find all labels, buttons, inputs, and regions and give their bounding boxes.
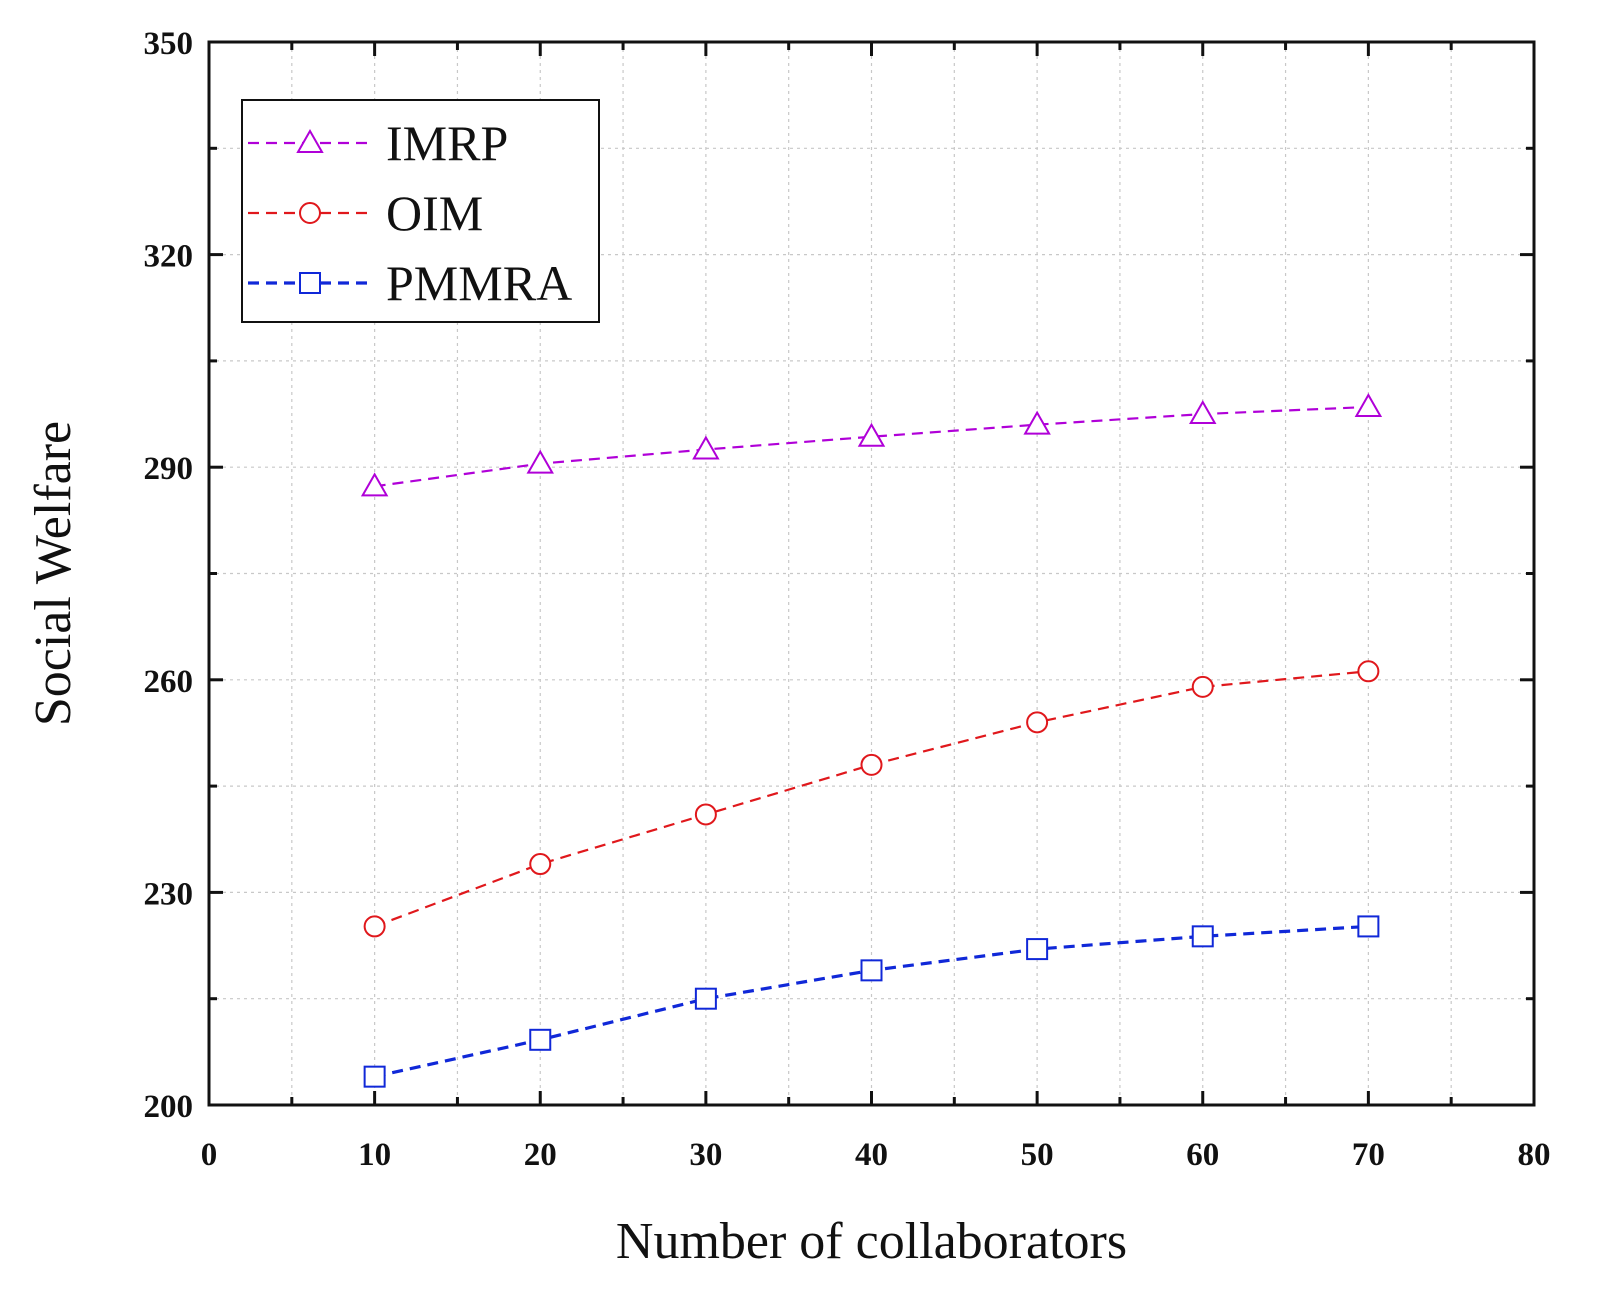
- legend-entry-pmmra: PMMRA: [248, 255, 572, 311]
- data-point-pmmra: [694, 987, 717, 1010]
- legend-entry-imrp: IMRP: [248, 115, 508, 171]
- data-point-oim: [860, 753, 883, 776]
- legend-marker-shape: [299, 202, 321, 224]
- x-tick-label: 20: [524, 1137, 557, 1173]
- legend-label-imrp: IMRP: [386, 115, 508, 171]
- data-point-pmmra: [1026, 938, 1049, 961]
- legend-label-pmmra: PMMRA: [386, 255, 572, 311]
- data-point-imrp: [1189, 400, 1217, 425]
- tick-labels: 0 10 20 30 40 50 60 70 80 200 230 260 290 320 350: [144, 26, 1551, 1173]
- data-point-imrp: [360, 472, 389, 497]
- legend-marker-oim: [299, 202, 321, 224]
- x-tick-label: 60: [1186, 1137, 1219, 1173]
- data-series: [360, 392, 1383, 1088]
- x-tick-label: 30: [689, 1137, 722, 1173]
- x-tick-label: 80: [1518, 1137, 1551, 1173]
- data-point-pmmra: [363, 1065, 386, 1088]
- y-tick-label: 290: [144, 451, 194, 487]
- legend-marker-shape: [296, 128, 324, 153]
- data-point-oim: [1026, 711, 1049, 734]
- series-oim: [363, 660, 1380, 938]
- y-tick-label: 260: [144, 664, 194, 700]
- x-tick-label: 50: [1021, 1137, 1054, 1173]
- data-point-pmmra: [529, 1028, 552, 1051]
- x-tick-label: 40: [855, 1137, 888, 1173]
- data-point-pmmra: [1357, 915, 1380, 938]
- legend-marker-shape: [299, 272, 321, 294]
- x-tick-label: 70: [1352, 1137, 1385, 1173]
- data-point-imrp: [857, 422, 886, 447]
- data-point-oim: [363, 915, 386, 938]
- data-point-imrp: [1354, 392, 1383, 417]
- data-point-imrp: [692, 435, 720, 460]
- plot-frame: [207, 40, 1536, 1107]
- legend-marker-pmmra: [299, 272, 321, 294]
- data-point-imrp: [526, 449, 554, 474]
- data-point-pmmra: [860, 959, 883, 982]
- legend: IMRP OIM PMMRA: [241, 99, 600, 323]
- data-point-imrp: [1023, 410, 1051, 435]
- y-tick-label: 350: [144, 26, 194, 62]
- data-point-oim: [1191, 675, 1214, 698]
- legend-marker-imrp: [296, 128, 324, 153]
- legend-entry-oim: OIM: [248, 185, 483, 241]
- series-imrp: [360, 392, 1383, 497]
- series-pmmra: [363, 915, 1380, 1088]
- x-tick-label: 0: [201, 1137, 218, 1173]
- data-point-oim: [1357, 660, 1380, 683]
- data-point-pmmra: [1191, 925, 1214, 948]
- data-point-oim: [694, 803, 717, 826]
- y-axis-title: Social Welfare: [25, 421, 82, 726]
- y-tick-label: 230: [144, 876, 194, 912]
- x-axis-title: Number of collaborators: [616, 1213, 1127, 1270]
- data-point-oim: [529, 853, 552, 876]
- x-tick-label: 10: [358, 1137, 391, 1173]
- y-tick-label: 320: [144, 239, 194, 275]
- y-tick-label: 200: [144, 1089, 194, 1125]
- legend-label-oim: OIM: [386, 185, 483, 241]
